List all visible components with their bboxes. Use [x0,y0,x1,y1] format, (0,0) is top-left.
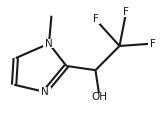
Text: N: N [45,39,53,49]
FancyBboxPatch shape [90,15,100,24]
Text: OH: OH [92,92,108,102]
Text: N: N [41,87,49,97]
Text: F: F [92,14,98,24]
FancyBboxPatch shape [121,7,131,17]
FancyBboxPatch shape [43,39,55,48]
FancyBboxPatch shape [91,93,108,102]
Text: F: F [123,7,129,17]
FancyBboxPatch shape [39,87,51,97]
FancyBboxPatch shape [148,39,158,48]
Text: F: F [150,39,156,49]
